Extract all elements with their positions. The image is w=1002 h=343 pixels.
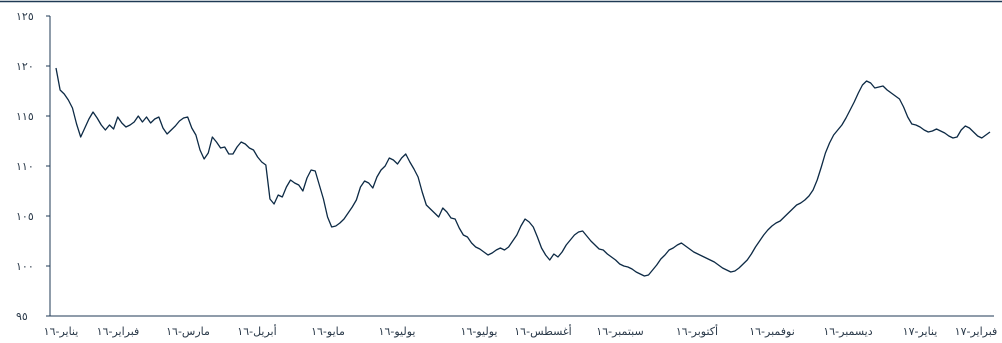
x-tick-label: فبراير-١٧	[955, 325, 998, 338]
x-tick-label: يوليو-١٦	[379, 325, 416, 338]
y-axis-ticks: ٩٥ ١٠٠ ١٠٥ ١١٠ ١١٥ ١٢٠ ١٢٥	[16, 10, 50, 323]
y-tick-label: ١٠٠	[16, 260, 34, 273]
x-tick-label: يناير-١٧	[903, 325, 938, 338]
y-tick-label: ١١٥	[16, 110, 34, 123]
y-tick-label: ١٢٠	[16, 60, 34, 73]
x-tick-label: أغسطس-١٦	[514, 324, 571, 338]
x-tick-label: نوفمبر-١٦	[749, 325, 795, 338]
y-tick-label: ١٢٥	[16, 10, 34, 23]
series-line	[55, 67, 991, 277]
x-tick-label: أبريل-١٦	[237, 324, 276, 338]
x-tick-label: مارس-١٦	[166, 325, 210, 338]
x-tick-label: ديسمبر-١٦	[823, 325, 872, 338]
y-tick-label: ١٠٥	[16, 210, 34, 223]
x-tick-label: يناير-١٦	[44, 325, 79, 338]
x-axis-ticks: يناير-١٦ فبراير-١٦ مارس-١٦ أبريل-١٦ مايو-١٦ ي…	[44, 324, 998, 338]
x-tick-label: أكتوبر-١٦	[676, 324, 718, 338]
x-tick-label: يوليو-١٦	[461, 325, 498, 338]
y-tick-label: ٩٥	[16, 310, 28, 323]
y-tick-label: ١١٠	[16, 160, 34, 173]
x-tick-label: مايو-١٦	[311, 325, 345, 338]
x-tick-label: فبراير-١٦	[97, 325, 140, 338]
x-tick-label: سبتمبر-١٦	[596, 325, 643, 338]
